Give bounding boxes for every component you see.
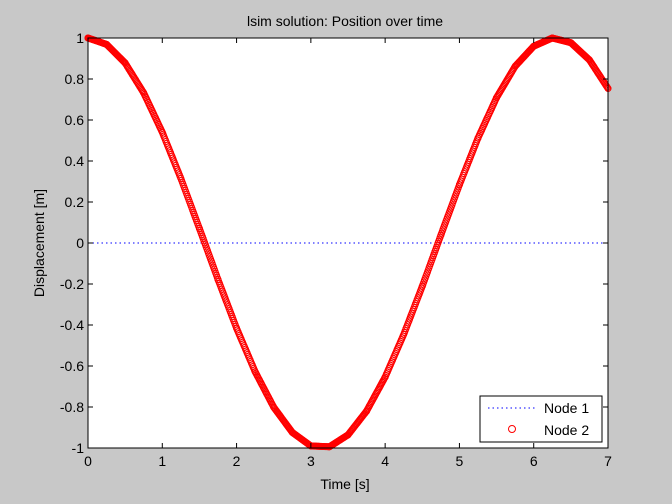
- y-tick-label: -1: [72, 440, 85, 456]
- node-2-data-point: [530, 42, 538, 50]
- x-tick-label: 0: [84, 453, 92, 469]
- legend-node-2-label: Node 2: [544, 422, 589, 438]
- node-2-data-point: [493, 94, 501, 102]
- y-tick-label: 0.4: [65, 153, 85, 169]
- node-2-data-point: [158, 128, 166, 136]
- y-tick-label: -0.8: [60, 399, 84, 415]
- node-2-data-point: [270, 403, 278, 411]
- legend-node-2-swatch: [508, 425, 516, 433]
- node-2-data-point: [437, 231, 445, 239]
- node-2-data-point: [344, 431, 352, 439]
- node-2-marker: [603, 83, 611, 91]
- x-tick-label: 1: [158, 453, 166, 469]
- chart-title: lsim solution: Position over time: [247, 13, 443, 29]
- node-2-data-point: [307, 442, 315, 450]
- node-2-data-point: [381, 373, 389, 381]
- y-tick-label: -0.6: [60, 358, 84, 374]
- legend: Node 1 Node 2: [479, 395, 603, 443]
- node-2-data-point: [363, 407, 371, 415]
- node-2-data-point: [121, 59, 129, 67]
- node-2-data-point: [251, 368, 259, 376]
- legend-node-1-label: Node 1: [544, 400, 589, 416]
- x-tick-label: 5: [456, 453, 464, 469]
- series-node-2-markers: [84, 34, 612, 451]
- y-axis-label: Displacement [m]: [31, 189, 47, 297]
- node-2-data-point: [418, 282, 426, 290]
- y-tick-label: 0.8: [65, 71, 85, 87]
- y-tick-label: 1: [76, 30, 84, 46]
- node-2-data-point: [325, 443, 333, 451]
- node-2-data-point: [103, 40, 111, 48]
- x-tick-label: 6: [530, 453, 538, 469]
- node-2-data-point: [585, 56, 593, 64]
- node-2-data-point: [474, 134, 482, 142]
- y-tick-label: 0.2: [65, 194, 85, 210]
- node-2-data-point: [195, 224, 203, 232]
- plot-area: [84, 34, 612, 451]
- node-2-data-point: [511, 62, 519, 70]
- x-tick-label: 7: [604, 453, 612, 469]
- x-tick-label: 2: [233, 453, 241, 469]
- node-2-data-point: [214, 275, 222, 283]
- y-tick-label: 0: [76, 235, 84, 251]
- x-tick-label: 3: [307, 453, 315, 469]
- y-tick-label: 0.6: [65, 112, 85, 128]
- x-tick-label: 4: [381, 453, 389, 469]
- axis-ticks: 0 1 2 3 4 5 6 7 1 0.8 0.6 0.4 0.2 0 -0.2 -0.4 -0.6 -0.8 -1: [60, 30, 612, 469]
- node-2-data-point: [455, 181, 463, 189]
- node-2-data-point: [288, 428, 296, 436]
- y-tick-label: -0.2: [60, 276, 84, 292]
- x-axis-label: Time [s]: [320, 476, 369, 492]
- node-2-data-point: [400, 330, 408, 338]
- node-2-data-point: [233, 324, 241, 332]
- y-tick-label: -0.4: [60, 317, 84, 333]
- node-2-data-point: [140, 89, 148, 97]
- node-2-data-point: [567, 39, 575, 47]
- legend-box: [479, 395, 603, 443]
- node-2-data-point: [177, 174, 185, 182]
